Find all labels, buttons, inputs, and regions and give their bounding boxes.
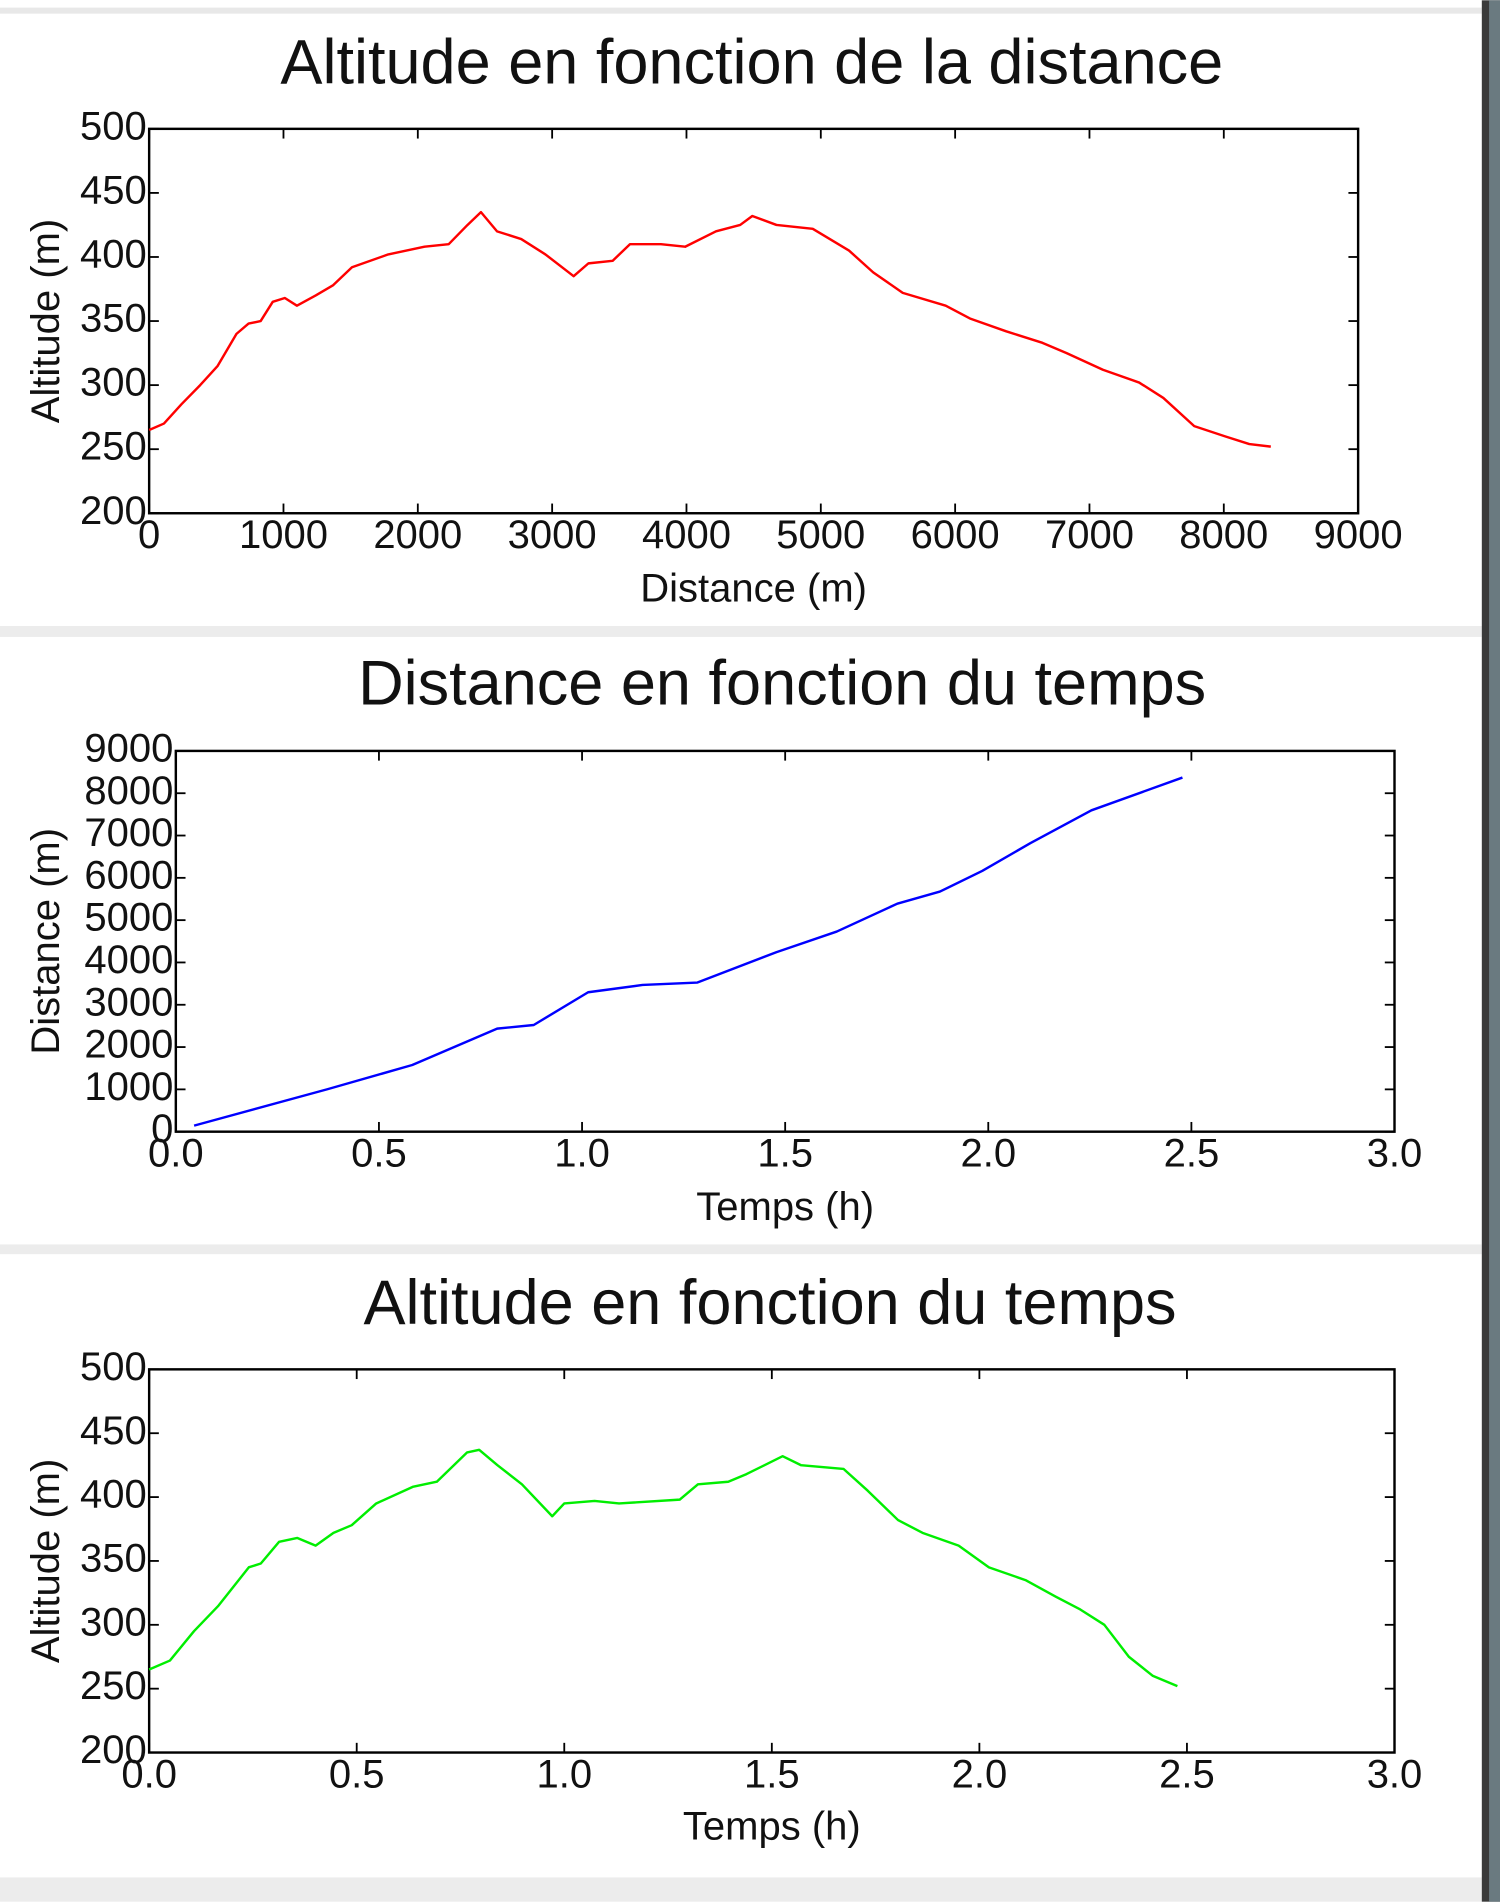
data-line xyxy=(148,1448,1178,1688)
y-tick-label: 9000 xyxy=(84,726,173,770)
y-tick-label: 450 xyxy=(80,1409,147,1453)
y-tick-label: 5000 xyxy=(84,896,173,940)
x-tick-label: 0.0 xyxy=(121,1752,177,1796)
window-edge xyxy=(1489,0,1500,1902)
x-tick-label: 0.5 xyxy=(351,1131,407,1175)
y-tick-label: 350 xyxy=(80,1537,147,1581)
x-tick-label: 5000 xyxy=(776,513,865,557)
x-axis-label: Temps (h) xyxy=(683,1804,861,1848)
x-tick-label: 4000 xyxy=(642,513,731,557)
x-tick-label: 1.5 xyxy=(757,1131,813,1175)
separator xyxy=(0,1244,1482,1255)
x-tick-label: 7000 xyxy=(1045,513,1134,557)
y-tick-label: 250 xyxy=(80,425,147,469)
y-tick-label: 400 xyxy=(80,1473,147,1517)
separator xyxy=(0,626,1482,637)
data-line xyxy=(148,210,1271,448)
y-tick-label: 0 xyxy=(151,1107,173,1151)
y-tick-label: 300 xyxy=(80,361,147,405)
plot-frame xyxy=(147,1368,1396,1754)
x-tick-label: 0.5 xyxy=(329,1752,385,1796)
y-tick-label: 300 xyxy=(80,1600,147,1644)
data-line xyxy=(193,776,1183,1127)
x-tick-label: 0 xyxy=(138,513,160,557)
y-tick-label: 1000 xyxy=(84,1065,173,1109)
y-tick-label: 500 xyxy=(80,1345,147,1389)
y-tick-label: 400 xyxy=(80,233,147,277)
y-tick-label: 200 xyxy=(80,1728,147,1772)
y-tick-label: 4000 xyxy=(84,938,173,982)
chart-title: Altitude en fonction du temps xyxy=(363,1268,1176,1338)
x-axis-label: Temps (h) xyxy=(696,1185,874,1229)
y-axis-label: Distance (m) xyxy=(24,828,68,1055)
x-tick-label: 2.5 xyxy=(1159,1752,1215,1796)
y-tick-label: 450 xyxy=(80,168,147,212)
y-tick-label: 7000 xyxy=(84,811,173,855)
x-tick-label: 3000 xyxy=(508,513,597,557)
y-tick-label: 250 xyxy=(80,1664,147,1708)
plot-frame xyxy=(147,127,1360,515)
x-tick-label: 3.0 xyxy=(1367,1131,1423,1175)
x-tick-label: 9000 xyxy=(1314,513,1403,557)
x-tick-label: 8000 xyxy=(1179,513,1268,557)
y-axis-label: Altitude (m) xyxy=(24,219,68,423)
x-tick-label: 1.0 xyxy=(536,1752,592,1796)
x-tick-label: 2.0 xyxy=(960,1131,1016,1175)
y-tick-label: 200 xyxy=(80,489,147,533)
chart-title: Altitude en fonction de la distance xyxy=(280,28,1223,98)
separator xyxy=(0,7,1482,14)
y-tick-label: 6000 xyxy=(84,853,173,897)
x-tick-label: 0.0 xyxy=(148,1131,204,1175)
x-tick-label: 2.5 xyxy=(1164,1131,1220,1175)
plot-frame xyxy=(174,749,1396,1133)
x-tick-label: 1.0 xyxy=(554,1131,610,1175)
y-axis-label: Altitude (m) xyxy=(24,1459,68,1663)
y-tick-label: 350 xyxy=(80,297,147,341)
y-tick-label: 8000 xyxy=(84,769,173,813)
x-tick-label: 2000 xyxy=(373,513,462,557)
x-tick-label: 3.0 xyxy=(1367,1752,1423,1796)
x-tick-label: 1.5 xyxy=(744,1752,800,1796)
x-tick-label: 2.0 xyxy=(952,1752,1008,1796)
y-tick-label: 2000 xyxy=(84,1023,173,1067)
separator xyxy=(0,1877,1482,1902)
x-axis-label: Distance (m) xyxy=(640,566,867,610)
x-tick-label: 1000 xyxy=(239,513,328,557)
x-tick-label: 6000 xyxy=(911,513,1000,557)
y-tick-label: 500 xyxy=(80,104,147,148)
chart-title: Distance en fonction du temps xyxy=(358,649,1206,719)
y-tick-label: 3000 xyxy=(84,980,173,1024)
